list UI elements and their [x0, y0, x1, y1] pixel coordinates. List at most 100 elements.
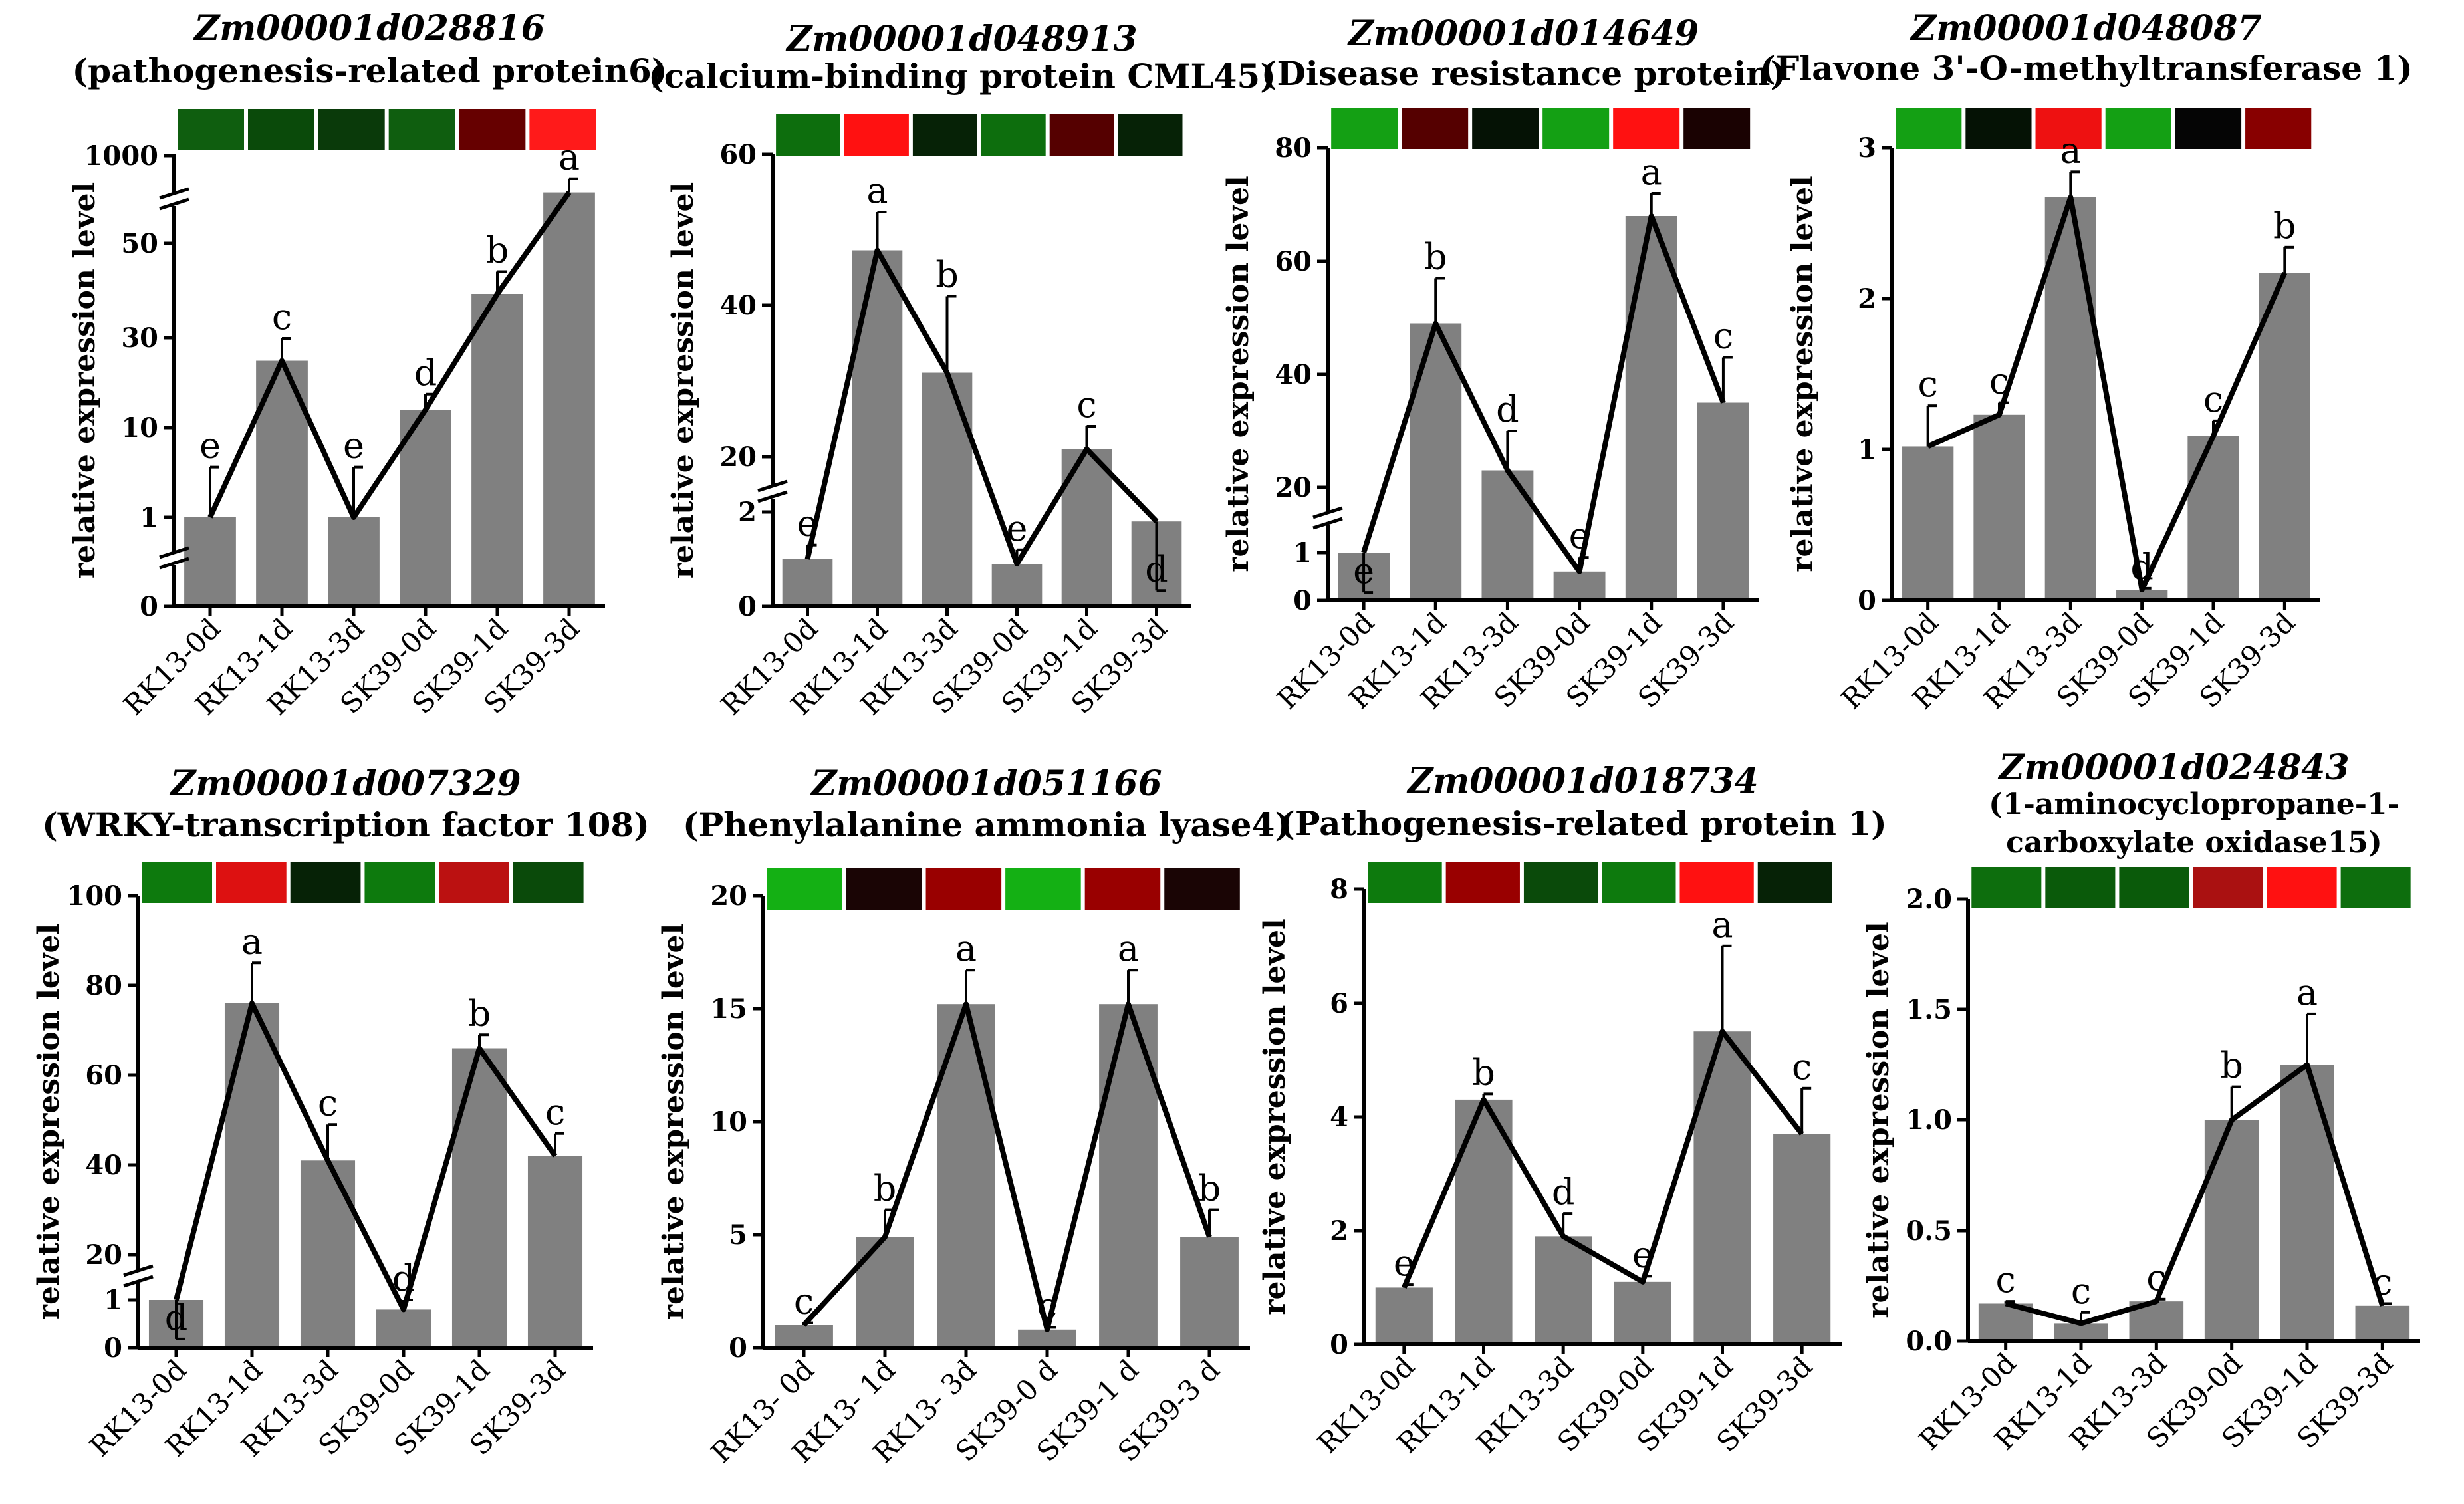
y-tick-label: 5	[729, 1219, 747, 1251]
y-tick-label: 2	[1858, 283, 1876, 314]
bar	[1535, 1236, 1592, 1344]
heatmap-cell	[1613, 108, 1680, 149]
trend-line	[1361, 213, 1726, 574]
significance-letter: e	[797, 503, 818, 545]
significance-letter: d	[1145, 548, 1168, 590]
heatmap-cell	[290, 862, 361, 903]
bar	[527, 1156, 583, 1348]
bar	[543, 192, 595, 606]
significance-letter: c	[1989, 360, 2009, 402]
chart-panel-6: Zm00001d051166(Phenylalanine ammonia lya…	[657, 763, 1291, 1469]
significance-letter: b	[2220, 1045, 2243, 1086]
heatmap-cell	[388, 109, 455, 150]
significance-letter: c	[2372, 1261, 2392, 1303]
heatmap-cell	[912, 114, 977, 156]
y-tick-label: 1.0	[1906, 1104, 1952, 1136]
significance-letter: a	[558, 136, 580, 178]
axis-break-mark	[757, 490, 788, 503]
trend-line	[207, 191, 572, 520]
y-tick-label: 6	[1330, 988, 1348, 1019]
y-axis-label: relative expression level	[666, 182, 700, 578]
axis-break-mark	[1312, 517, 1343, 530]
heatmap-cell	[1542, 108, 1610, 149]
significance-letter: b	[1198, 1168, 1221, 1209]
y-tick-label: 2.0	[1906, 884, 1952, 915]
y-axis-label: relative expression level	[1786, 176, 1820, 572]
heatmap-cell	[1679, 862, 1754, 903]
y-axis-label: relative expression level	[1862, 922, 1896, 1318]
y-tick-label: 2	[1330, 1215, 1348, 1247]
gene-description: (pathogenesis-related protein6)	[72, 51, 668, 90]
bar	[782, 559, 833, 606]
trend-line	[802, 1001, 1212, 1332]
bar	[184, 517, 236, 606]
bar	[2355, 1305, 2410, 1341]
heatmap-cell	[2245, 108, 2312, 149]
significance-letter: e	[1394, 1242, 1415, 1284]
bar	[471, 294, 523, 606]
heatmap-cell	[1118, 114, 1183, 156]
significance-letter: c	[794, 1281, 814, 1322]
heatmap-cell	[1757, 862, 1832, 903]
heatmap-cell	[925, 868, 1002, 910]
heatmap-cell	[1602, 862, 1676, 903]
bar	[1693, 1031, 1751, 1344]
bar	[775, 1325, 833, 1348]
significance-letter: a	[1711, 904, 1733, 945]
bar	[852, 250, 903, 606]
heatmap-cell	[1683, 108, 1751, 149]
heatmap-cell	[776, 114, 840, 156]
bar	[1902, 446, 1954, 600]
y-tick-label: 100	[67, 880, 123, 912]
axis-break-mark	[1312, 506, 1343, 519]
y-tick-label: 20	[719, 441, 757, 473]
y-tick-label: 50	[121, 228, 158, 259]
heatmap-cell	[1164, 868, 1240, 910]
heatmap-cell	[513, 862, 584, 903]
gene-title: Zm00001d051166	[810, 763, 1162, 804]
bar	[328, 517, 380, 606]
significance-letter: d	[414, 352, 437, 394]
significance-letter: e	[1632, 1233, 1654, 1275]
heatmap-cell	[1971, 867, 2042, 908]
heatmap-cell	[2193, 867, 2263, 908]
y-tick-label: 8	[1330, 874, 1348, 905]
y-tick-label: 40	[719, 290, 757, 321]
bar	[1553, 571, 1606, 600]
heatmap-cell	[1523, 862, 1598, 903]
y-tick-label: 15	[710, 993, 747, 1025]
bar	[300, 1160, 356, 1348]
significance-letter: b	[486, 229, 509, 271]
bar	[2116, 590, 2168, 600]
bar	[1773, 1134, 1831, 1344]
y-tick-label: 0.5	[1906, 1215, 1952, 1247]
y-tick-label: 20	[710, 880, 747, 912]
chart-panel-8: Zm00001d024843(1-aminocyclopropane-1-car…	[1862, 747, 2420, 1456]
heatmap-cell	[844, 114, 909, 156]
y-tick-label: 0	[1330, 1329, 1348, 1360]
significance-letter: d	[165, 1297, 188, 1338]
heatmap-cell	[142, 862, 212, 903]
bar	[2204, 1120, 2259, 1341]
gene-title: Zm00001d048913	[785, 19, 1137, 59]
y-tick-label: 0	[1858, 585, 1876, 616]
heatmap-cell	[2175, 108, 2242, 149]
bar	[1973, 414, 2025, 600]
y-tick-label: 1	[140, 502, 158, 533]
significance-letter: d	[2130, 546, 2154, 588]
axis-break-mark	[159, 557, 189, 570]
significance-letter: a	[2060, 129, 2081, 171]
chart-panel-2: Zm00001d048913(calcium-binding protein C…	[648, 19, 1276, 721]
chart-panel-3: Zm00001d014649(Disease resistance protei…	[1221, 13, 1786, 715]
significance-letter: e	[1007, 507, 1028, 549]
trend-line	[2005, 1062, 2386, 1326]
gene-description: (Phenylalanine ammonia lyase4)	[683, 805, 1291, 844]
significance-letter: e	[1569, 515, 1590, 557]
heatmap-cell	[1472, 108, 1539, 149]
y-tick-label: 60	[85, 1060, 122, 1091]
heatmap-cell	[1084, 868, 1161, 910]
y-axis-label: relative expression level	[68, 182, 102, 578]
y-tick-label: 40	[85, 1150, 122, 1181]
heatmap-cell	[2340, 867, 2411, 908]
heatmap-cell	[248, 109, 314, 150]
